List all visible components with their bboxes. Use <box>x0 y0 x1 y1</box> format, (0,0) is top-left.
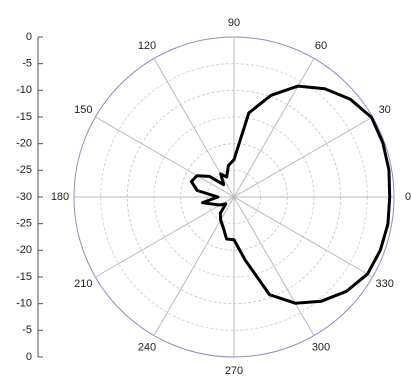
pattern-line <box>189 84 392 305</box>
r-tick-label: -10 <box>16 298 32 310</box>
r-tick-label: -10 <box>16 84 32 96</box>
r-tick-label: -25 <box>16 164 32 176</box>
angle-label: 330 <box>376 278 394 290</box>
grid-spoke <box>233 196 373 278</box>
r-tick-label: -15 <box>16 111 32 123</box>
r-tick-label: -15 <box>16 271 32 283</box>
grid-spoke <box>233 116 373 198</box>
angle-label: 0 <box>405 191 411 203</box>
r-tick-label: -25 <box>16 218 32 230</box>
angle-label: 30 <box>379 104 391 116</box>
grid-spoke <box>95 116 235 198</box>
r-tick-label: -5 <box>22 324 32 336</box>
angle-label: 180 <box>51 191 69 203</box>
r-tick-label: -20 <box>16 244 32 256</box>
r-tick-label: -20 <box>16 138 32 150</box>
r-tick-label: -30 <box>16 191 32 203</box>
r-tick-label: 0 <box>26 31 32 43</box>
angle-label: 150 <box>74 104 92 116</box>
r-tick-label: -5 <box>22 58 32 70</box>
grid-spoke <box>95 196 235 278</box>
r-tick-label: 0 <box>26 351 32 363</box>
angle-label: 120 <box>138 40 156 52</box>
grid-spoke <box>233 196 315 336</box>
grid-spoke <box>233 58 315 198</box>
angle-label: 300 <box>312 342 330 354</box>
angle-label: 210 <box>74 278 92 290</box>
angle-label: 270 <box>225 365 243 377</box>
angle-label: 90 <box>228 17 240 29</box>
angle-label: 240 <box>138 342 156 354</box>
angle-label: 60 <box>315 40 327 52</box>
